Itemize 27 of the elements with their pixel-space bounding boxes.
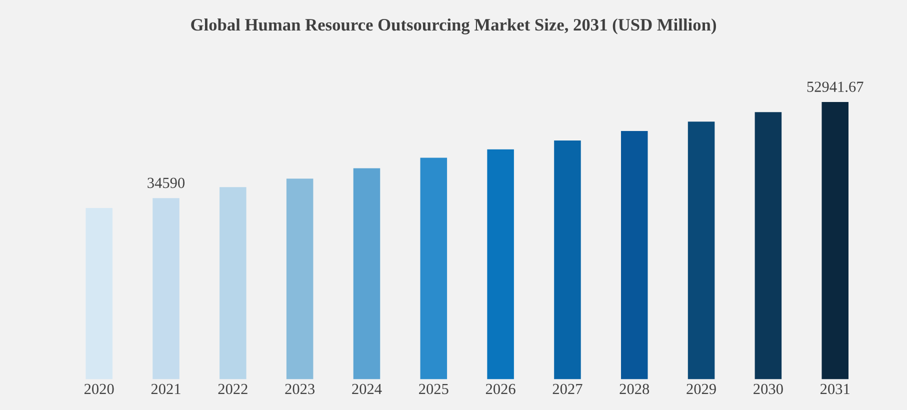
x-tick-label: 2028 — [620, 384, 650, 394]
data-label: 52941.67 — [807, 82, 864, 92]
x-tick-label: 2026 — [486, 384, 516, 394]
x-tick-label: 2022 — [218, 384, 248, 394]
data-label: 34590 — [148, 178, 185, 188]
x-tick-label: 2029 — [686, 384, 716, 394]
x-tick-label: 2023 — [285, 384, 315, 394]
bar — [86, 208, 112, 380]
bar — [688, 122, 715, 380]
bar — [621, 131, 648, 380]
x-tick-label: 2025 — [419, 384, 448, 394]
x-tick-label: 2027 — [552, 384, 582, 394]
x-tick-label: 2024 — [352, 384, 382, 394]
x-tick-label: 2031 — [820, 384, 850, 394]
bar — [420, 158, 448, 380]
bar — [220, 187, 246, 380]
bar — [353, 168, 380, 380]
bar — [822, 102, 848, 380]
bar — [554, 140, 581, 380]
bar — [286, 178, 314, 380]
chart-title: Global Human Resource Outsourcing Market Size, 2031 (USD Million) — [191, 18, 716, 34]
bar — [487, 149, 514, 380]
x-tick-label: 2030 — [754, 384, 783, 394]
x-tick-label: 2020 — [84, 384, 114, 394]
bar — [754, 112, 782, 380]
bar — [152, 198, 180, 380]
x-tick-label: 2021 — [151, 384, 180, 394]
